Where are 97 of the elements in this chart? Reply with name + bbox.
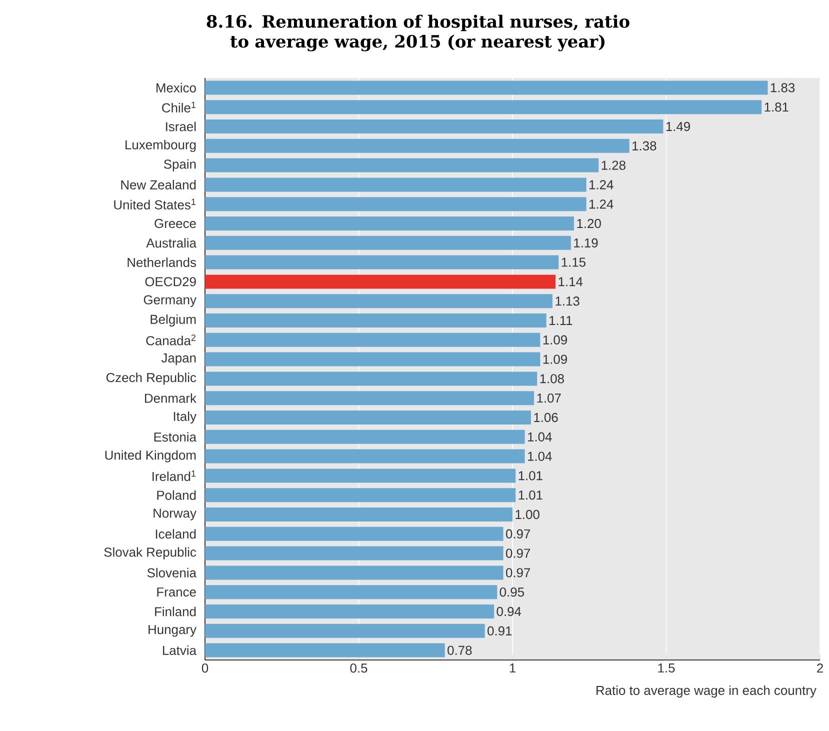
data-label: 1.00: [516, 510, 540, 520]
y-tick-label: Slovak Republic: [104, 547, 196, 560]
y-tick-label: Luxembourg: [126, 140, 196, 152]
y-tick-label: Australia: [146, 238, 196, 248]
bar: [205, 410, 531, 424]
data-label: 1.08: [540, 374, 564, 384]
data-label: 1.04: [528, 432, 552, 442]
data-label: 1.38: [632, 141, 656, 150]
data-label: 1.06: [534, 412, 558, 422]
chart-title: 8.16. Remuneration of hospital nurses, ratio to average wage, 2015 (or nearest year): [206, 14, 630, 52]
bar: [205, 274, 556, 289]
y-tick-label: Iceland: [156, 529, 196, 539]
data-label: 1.13: [556, 296, 580, 306]
y-tick-label: United States$^{1}$: [114, 198, 196, 210]
bar: [205, 352, 540, 366]
bar: [205, 585, 498, 600]
y-tick-label: Canada$^{2}$: [146, 334, 196, 346]
bar: [205, 372, 538, 386]
y-tick-label: Finland: [155, 606, 196, 616]
y-tick-label: Slovenia: [147, 568, 196, 578]
x-axis-title: Ratio to average wage in each country: [596, 686, 816, 698]
data-label: 1.15: [562, 258, 586, 267]
x-tick-label: 1: [510, 664, 516, 672]
bar: [205, 138, 630, 153]
y-tick-label: Norway: [154, 508, 196, 520]
x-tick-label: 1.5: [658, 664, 675, 673]
y-tick-label: Netherlands: [128, 258, 196, 268]
bar: [205, 294, 552, 308]
bar: [205, 332, 540, 347]
y-tick-label: Estonia: [154, 432, 196, 442]
data-label: 0.95: [500, 588, 524, 597]
bar: [205, 80, 768, 95]
bar: [205, 178, 586, 192]
data-label: 1.11: [550, 316, 572, 325]
bar: [205, 526, 504, 541]
data-label: 1.07: [537, 394, 561, 403]
bar: [205, 604, 494, 618]
y-tick-label: OECD29: [145, 277, 196, 286]
data-label: 1.19: [574, 238, 598, 248]
data-label: 1.04: [528, 452, 552, 461]
data-label: 1.49: [666, 122, 690, 132]
x-tick-label: 0: [202, 664, 208, 673]
bar: [205, 624, 485, 638]
data-label: 0.97: [506, 568, 530, 578]
x-tick-label: 0.5: [350, 664, 368, 673]
data-label: 0.94: [496, 606, 522, 616]
y-tick-label: Ireland$^{1}$: [152, 470, 196, 482]
data-label: 1.24: [589, 200, 614, 209]
bar: [205, 313, 546, 328]
bar: [205, 119, 664, 134]
data-label: 1.09: [543, 354, 567, 364]
bar: [205, 488, 516, 502]
bar: [205, 100, 762, 114]
bar: [205, 158, 599, 172]
bar: [205, 255, 559, 270]
data-label: 0.97: [506, 529, 530, 538]
y-tick-label: New Zealand: [121, 180, 196, 190]
y-tick-label: Israel: [166, 122, 196, 132]
data-label: 0.78: [448, 646, 472, 655]
data-label: 1.28: [602, 160, 626, 170]
data-label: 0.97: [506, 548, 530, 558]
y-tick-label: Japan: [161, 353, 196, 366]
y-tick-label: Chile$^{1}$: [162, 102, 196, 112]
y-tick-label: Czech Republic: [106, 372, 196, 385]
y-tick-label: Germany: [144, 295, 196, 307]
bar: [205, 430, 525, 444]
bar: [205, 449, 525, 464]
y-tick-label: Mexico: [156, 82, 196, 92]
bar: [205, 197, 586, 212]
bar: [205, 236, 571, 250]
y-tick-label: Belgium: [150, 314, 196, 327]
data-label: 1.20: [577, 218, 601, 228]
x-tick-label: 2: [817, 664, 823, 673]
y-tick-label: Spain: [164, 159, 196, 172]
bar: [205, 546, 504, 560]
y-tick-label: Italy: [174, 411, 196, 424]
data-label: 1.01: [518, 471, 542, 480]
y-tick-label: France: [157, 588, 196, 597]
bar: [205, 643, 445, 658]
y-tick-label: Greece: [154, 218, 196, 228]
y-tick-label: Hungary: [148, 625, 196, 637]
bar: [205, 216, 574, 230]
data-label: 1.24: [589, 180, 614, 190]
y-tick-label: United Kingdom: [105, 450, 196, 462]
bar: [205, 566, 504, 580]
bar: [205, 507, 513, 522]
data-label: 1.83: [770, 83, 795, 92]
data-label: 1.81: [764, 102, 788, 112]
y-tick-label: Latvia: [162, 646, 196, 656]
y-tick-label: Denmark: [145, 393, 197, 403]
data-label: 1.09: [543, 335, 567, 344]
data-label: 1.14: [558, 277, 583, 286]
bar: [205, 391, 534, 406]
bar: [205, 468, 516, 483]
y-tick-label: Poland: [157, 490, 196, 500]
data-label: 1.01: [518, 490, 542, 500]
data-label: 0.91: [488, 626, 512, 636]
